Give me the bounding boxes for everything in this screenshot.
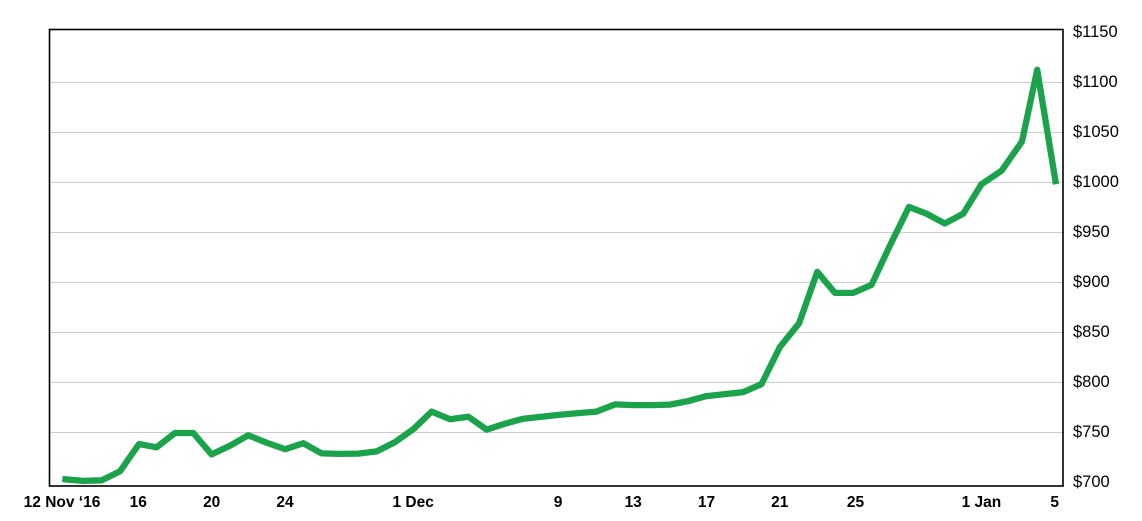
svg-text:20: 20 (203, 494, 220, 511)
svg-text:13: 13 (625, 494, 643, 511)
svg-text:$950: $950 (1073, 223, 1110, 241)
svg-text:12 Nov ‘16: 12 Nov ‘16 (24, 494, 101, 511)
svg-text:$850: $850 (1073, 323, 1110, 341)
svg-text:17: 17 (698, 494, 715, 511)
svg-text:21: 21 (771, 494, 789, 511)
svg-text:$900: $900 (1073, 273, 1110, 291)
svg-text:$700: $700 (1073, 473, 1110, 491)
svg-text:5: 5 (1050, 494, 1059, 511)
svg-text:$1000: $1000 (1073, 173, 1119, 191)
svg-text:$1150: $1150 (1073, 23, 1118, 41)
svg-text:1 Dec: 1 Dec (393, 494, 435, 511)
svg-text:$800: $800 (1073, 373, 1110, 391)
svg-text:$1100: $1100 (1073, 73, 1118, 91)
svg-text:$750: $750 (1073, 423, 1110, 441)
svg-text:9: 9 (554, 494, 563, 511)
svg-text:24: 24 (276, 494, 294, 511)
svg-text:16: 16 (130, 494, 148, 511)
svg-text:25: 25 (847, 494, 865, 511)
svg-text:1 Jan: 1 Jan (962, 494, 1002, 511)
svg-text:$1050: $1050 (1073, 123, 1119, 141)
